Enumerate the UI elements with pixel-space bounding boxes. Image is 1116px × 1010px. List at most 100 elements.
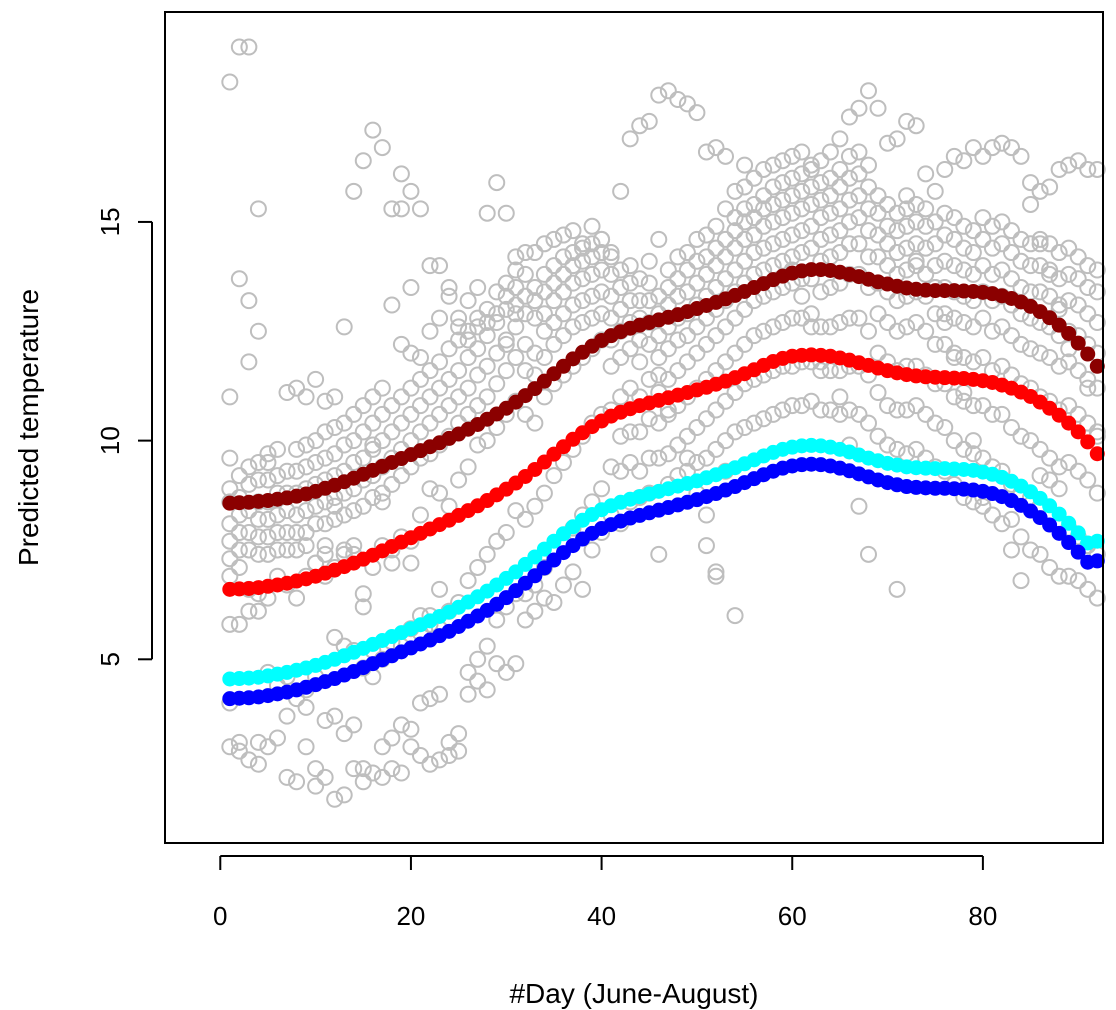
scatter-point [230,523,248,541]
scatter-point [869,305,887,323]
scatter-point [840,309,858,327]
scatter-point [411,370,429,388]
scatter-point [621,453,639,471]
scatter-point [554,226,572,244]
scatter-point [259,545,277,563]
scatter-point [268,541,286,559]
scatter-point [478,432,496,450]
scatter-point [354,423,372,441]
scatter-point [526,414,544,432]
scatter-point [1031,467,1049,485]
scatter-point [354,773,372,791]
scatter-point [459,331,477,349]
scatter-point [402,554,420,572]
scatter-point [516,611,534,629]
scatter-point [230,615,248,633]
scatter-point [774,230,792,248]
scatter-point [888,222,906,240]
scatter-point [688,344,706,362]
y-tick-label: 15 [95,207,125,236]
scatter-point [726,423,744,441]
scatter-point [869,427,887,445]
scatter-point [268,440,286,458]
scatter-point [783,397,801,415]
scatter-point [507,279,525,297]
scatter-point [678,427,696,445]
scatter-point [516,287,534,305]
scatter-point [1060,239,1078,257]
scatter-point [335,725,353,743]
scatter-point [774,152,792,170]
scatter-point [860,156,877,174]
scatter-point [497,523,515,541]
scatter-point [602,309,620,327]
scatter-point [840,147,858,165]
scatter-point [802,392,820,410]
scatter-point [221,567,239,585]
scatter-point [697,449,715,467]
scatter-point [1060,265,1078,283]
scatter-point [907,440,925,458]
scatter-point [1088,423,1106,441]
series-point [1080,434,1096,450]
scatter-point [650,86,668,104]
scatter-point [383,296,401,314]
scatter-point [821,279,839,297]
scatter-point [707,139,725,157]
scatter-point [240,602,258,620]
x-tick-label: 40 [587,901,616,931]
scatter-point [945,209,963,227]
scatter-point [631,270,649,288]
scatter-point [669,248,687,266]
series-point [1061,535,1077,551]
scatter-point [288,773,306,791]
scatter-point [221,449,239,467]
scatter-point [840,191,858,209]
scatter-point [345,453,363,471]
scatter-point [259,445,277,463]
scatter-point [879,397,897,415]
scatter-point [736,230,754,248]
scatter-point [440,340,458,358]
scatter-point [917,265,935,283]
scatter-point [602,287,620,305]
scatter-point [392,414,410,432]
scatter-point [1088,314,1106,332]
scatter-point [516,362,534,380]
scatter-point [326,445,344,463]
scatter-point [869,187,887,205]
scatter-point [345,405,363,423]
scatter-point [431,353,449,371]
scatter-point [840,108,858,126]
scatter-point [583,235,601,253]
scatter-point [755,187,773,205]
scatter-point [850,187,868,205]
scatter-point [621,130,639,148]
scatter-point [964,244,982,262]
scatter-point [383,423,401,441]
scatter-point [373,738,391,756]
scatter-point [297,388,315,406]
scatter-point [945,388,963,406]
scatter-point [240,751,258,769]
scatter-point [1041,261,1059,279]
scatter-point [440,279,458,297]
scatter-point [574,580,592,598]
scatter-point [945,344,963,362]
scatter-point [297,458,315,476]
scatter-point [411,423,429,441]
scatter-point [736,300,754,318]
scatter-point [612,182,630,200]
scatter-point [459,663,477,681]
scatter-point [612,349,630,367]
scatter-point [707,401,725,419]
scatter-point [736,213,754,231]
scatter-point [926,213,944,231]
scatter-point [926,305,944,323]
scatter-point [335,506,353,524]
scatter-point [554,265,572,283]
scatter-point [1069,296,1087,314]
scatter-point [1088,160,1106,178]
scatter-point [1079,379,1097,397]
scatter-point [936,160,954,178]
